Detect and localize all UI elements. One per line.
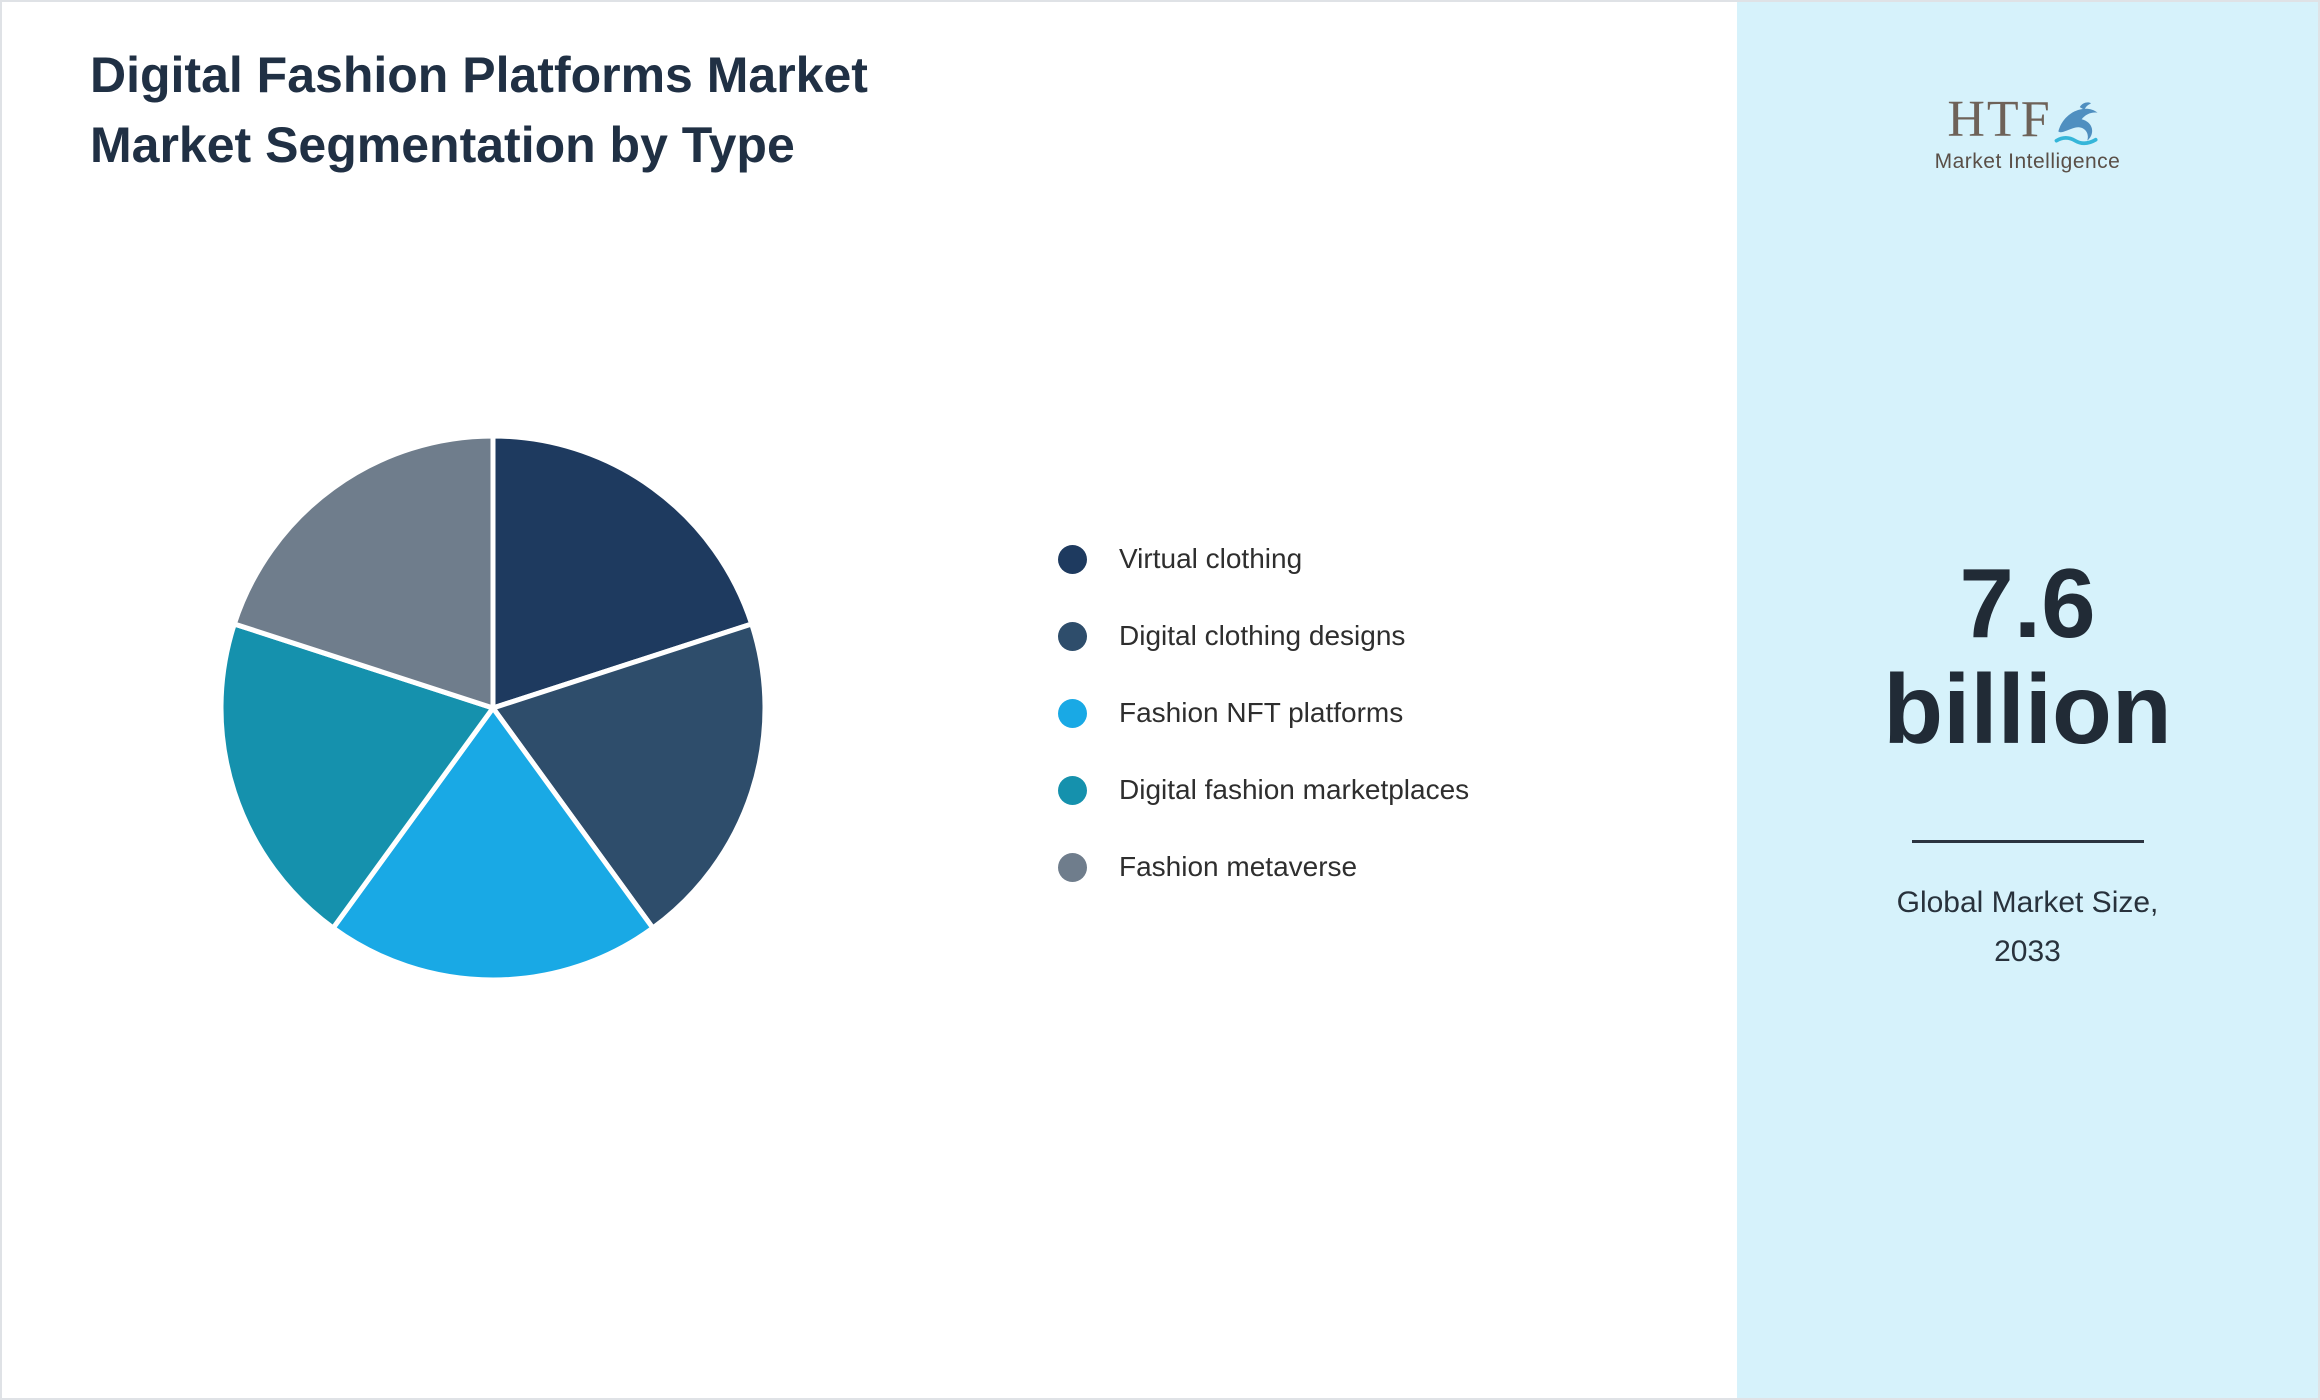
sidebar: HTF Market Intelligence 7.6 billion Glob… — [1737, 2, 2318, 1398]
legend-item: Fashion NFT platforms — [1058, 691, 1469, 735]
page-title-line2: Market Segmentation by Type — [90, 117, 795, 173]
pie-slice — [231, 433, 496, 711]
pie-slice — [490, 621, 768, 931]
market-size-unit: billion — [1883, 654, 2172, 764]
market-size-number: 7.6 — [1959, 548, 2096, 658]
page-title: Digital Fashion Platforms Market Market … — [90, 40, 868, 180]
legend-dot — [1058, 544, 1087, 574]
pie-slice — [330, 705, 656, 983]
legend-label: Digital fashion marketplaces — [1119, 774, 1470, 805]
chart-legend: Virtual clothing Digital clothing design… — [1058, 537, 1469, 922]
legend-label: Virtual clothing — [1119, 543, 1303, 574]
market-size-value: 7.6 billion — [1737, 550, 2318, 762]
legend-label: Fashion NFT platforms — [1119, 697, 1404, 728]
brand-logo: HTF Market Intelligence — [1737, 94, 2318, 174]
page-title-line1: Digital Fashion Platforms Market — [90, 47, 868, 103]
market-size-caption-line1: Global Market Size, — [1896, 886, 2159, 919]
brand-logo-row: HTF — [1947, 94, 2107, 146]
brand-logo-subtext: Market Intelligence — [1934, 150, 2121, 173]
legend-item: Digital fashion marketplaces — [1058, 768, 1469, 812]
divider-line — [1911, 840, 2144, 843]
legend-item: Virtual clothing — [1058, 537, 1469, 581]
market-size-caption: Global Market Size, 2033 — [1737, 878, 2318, 976]
pie-slice — [490, 433, 755, 711]
pie-chart — [218, 433, 768, 983]
legend-item: Digital clothing designs — [1058, 614, 1469, 658]
brand-logo-text: HTF — [1947, 91, 2052, 148]
legend-dot — [1058, 852, 1087, 882]
pie-chart-container — [208, 423, 778, 993]
legend-item: Fashion metaverse — [1058, 845, 1469, 889]
legend-label: Fashion metaverse — [1119, 851, 1358, 882]
market-size-caption-line2: 2033 — [1994, 935, 2061, 968]
pie-slice — [218, 621, 496, 931]
dolphin-icon — [2054, 102, 2098, 146]
legend-label: Digital clothing designs — [1119, 620, 1406, 651]
legend-dot — [1058, 698, 1087, 728]
legend-dot — [1058, 775, 1087, 805]
legend-dot — [1058, 621, 1087, 651]
